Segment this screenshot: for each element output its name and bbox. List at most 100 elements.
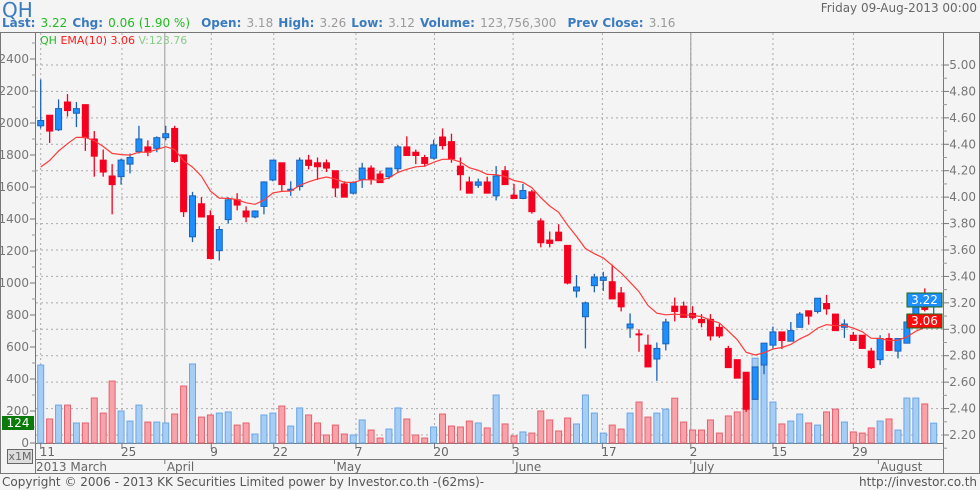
price-tick-label: 3.40 — [949, 269, 976, 283]
candle — [546, 231, 554, 248]
volume-bar — [224, 411, 232, 444]
candle-body — [72, 108, 80, 114]
volume-tick-label: 2200 — [0, 84, 29, 98]
candle-body — [340, 183, 348, 198]
volume-bar — [394, 407, 402, 444]
volume-bar — [617, 428, 625, 444]
volume-bar — [876, 420, 884, 444]
volume-bar — [367, 429, 375, 444]
volume-bar — [903, 397, 911, 444]
volume-bar — [555, 430, 563, 444]
volume-bar — [796, 413, 804, 444]
candle — [751, 366, 759, 400]
candle-body — [608, 281, 616, 300]
volume-bar — [412, 434, 420, 444]
candle — [349, 181, 357, 195]
volume-bar — [126, 420, 134, 444]
candle-body — [126, 157, 134, 165]
candle — [171, 125, 179, 163]
candle-body — [644, 344, 652, 368]
volume-bar — [680, 421, 688, 444]
volume-bar — [483, 427, 491, 444]
volume-bar — [90, 397, 98, 444]
volume-bar — [715, 432, 723, 444]
volume-bar — [385, 428, 393, 444]
date-tick-label: 7 — [355, 445, 363, 459]
volume-bar — [421, 437, 429, 444]
legend-ema: EMA(10) 3.06 — [60, 34, 135, 47]
candle-body — [358, 167, 366, 180]
candle — [644, 334, 652, 368]
candle-body — [849, 334, 857, 342]
ema-line — [40, 136, 934, 356]
price-tick-label: 3.80 — [949, 217, 976, 231]
candle — [671, 297, 679, 322]
volume-tick-label: 600 — [6, 340, 29, 354]
candle — [439, 128, 447, 150]
candle — [858, 334, 866, 349]
volume-bar — [689, 429, 697, 444]
candle — [635, 329, 643, 352]
volume-bar — [751, 357, 759, 444]
candle-body — [385, 167, 393, 178]
candle — [599, 271, 607, 291]
candle-body — [796, 313, 804, 328]
open-value: 3.18 — [246, 16, 273, 30]
chg-value: 0.06 (1.90 %) — [108, 16, 190, 30]
candle-body — [483, 181, 491, 194]
volume-bar — [867, 427, 875, 444]
candle-body — [37, 120, 45, 127]
candle-body — [63, 101, 71, 112]
volume-bar — [706, 419, 714, 444]
candle — [608, 264, 616, 300]
volume-bar — [439, 413, 447, 444]
volume-bar — [37, 364, 45, 444]
date-tick-label: 11 — [40, 445, 55, 459]
volume-bar — [456, 426, 464, 444]
candle — [197, 197, 205, 218]
volume-bar — [814, 424, 822, 444]
date-tick-label: 25 — [121, 445, 136, 459]
candle-body — [447, 141, 455, 160]
volume-bar — [465, 420, 473, 444]
candle-body — [698, 318, 706, 324]
candle-body — [662, 321, 670, 345]
candle-body — [135, 138, 143, 153]
candle-body — [715, 326, 723, 337]
ema-polyline — [40, 136, 934, 356]
candle — [805, 310, 813, 325]
unit-toggle[interactable]: x1M — [7, 449, 33, 464]
volume-bar — [840, 421, 848, 444]
candle — [564, 244, 572, 285]
candle — [260, 181, 268, 215]
candle — [849, 331, 857, 342]
candle — [653, 342, 661, 381]
candle — [528, 189, 536, 214]
site-link[interactable]: http://investor.co.th — [859, 475, 977, 489]
volume-bar — [287, 425, 295, 444]
candle — [456, 157, 464, 191]
candle — [617, 287, 625, 312]
volume-bar — [242, 422, 250, 444]
candle-body — [394, 146, 402, 170]
candle — [242, 206, 250, 223]
candle-body — [492, 175, 500, 197]
candle — [430, 139, 438, 160]
price-tick-label: 5.00 — [949, 58, 976, 72]
chg-label: Chg: — [72, 16, 103, 30]
candle — [814, 297, 822, 314]
candle-body — [626, 323, 634, 329]
candle-body — [117, 159, 125, 178]
candle — [555, 224, 563, 242]
volume-bar — [117, 410, 125, 444]
candle-body — [224, 199, 232, 221]
volume-bar — [340, 433, 348, 444]
volume-bar — [912, 397, 920, 444]
candle-body — [269, 159, 277, 181]
volume-bar — [269, 412, 277, 444]
candle — [180, 154, 188, 217]
volume-bar — [63, 404, 71, 444]
volume-bar — [564, 417, 572, 444]
candle — [590, 273, 598, 293]
